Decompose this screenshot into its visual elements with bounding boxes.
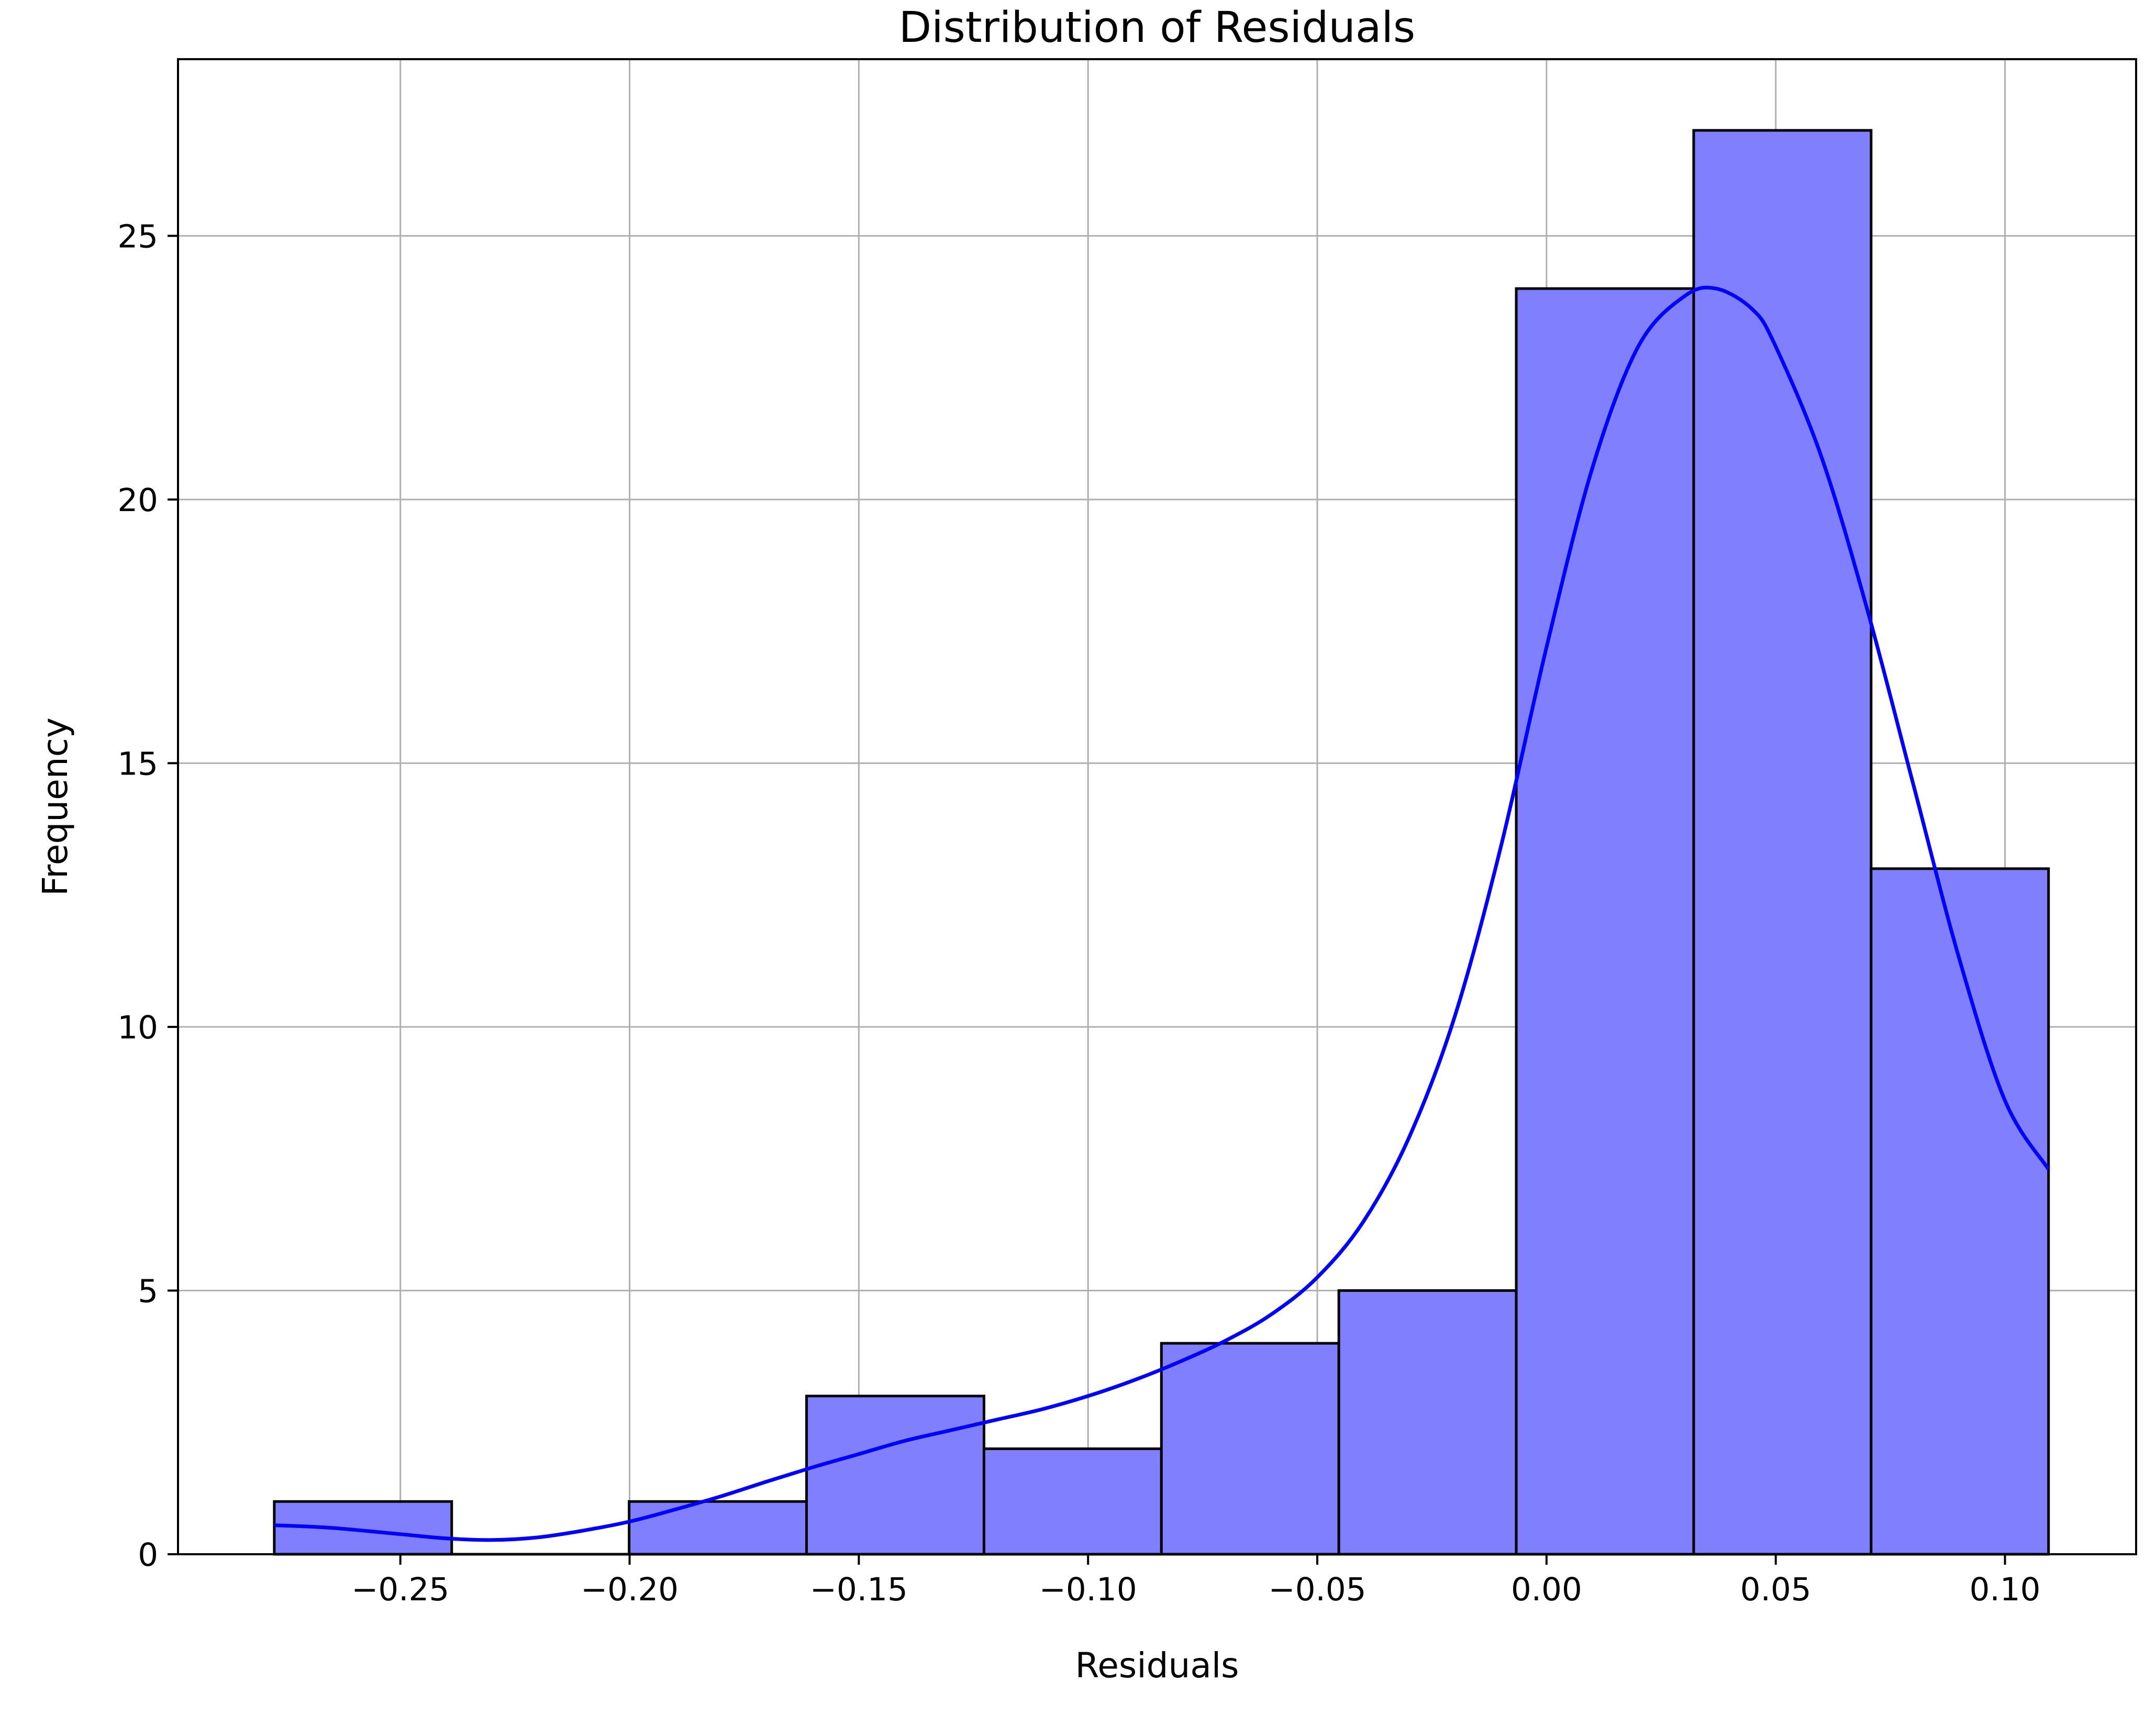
y-axis-label: Frequency	[35, 717, 75, 896]
x-axis-label: Residuals	[1075, 1645, 1239, 1686]
y-tick-label: 10	[117, 1009, 158, 1046]
x-axis-ticks: −0.25 −0.20 −0.15 −0.10 −0.05 0.00 0.05 0.10	[351, 1554, 2040, 1608]
x-tick-label: −0.05	[1269, 1571, 1366, 1608]
kde-curve-group	[274, 285, 2050, 1542]
x-tick-label: 0.10	[1970, 1571, 2041, 1608]
x-tick-label: −0.25	[351, 1571, 449, 1608]
y-tick-label: 15	[117, 745, 158, 782]
x-tick-label: −0.20	[581, 1571, 679, 1608]
x-tick-label: −0.15	[810, 1571, 908, 1608]
histogram-bar	[1337, 1289, 1518, 1556]
kde-line	[274, 285, 2050, 1542]
y-axis-ticks: 0 5 10 15 20 25	[117, 218, 178, 1574]
axes-frame	[177, 58, 2137, 1555]
histogram-bar	[1160, 1342, 1340, 1556]
histogram-bar	[628, 1500, 808, 1556]
histogram-bar	[1515, 287, 1695, 1556]
chart-title: Distribution of Residuals	[899, 3, 1415, 52]
y-tick-label: 0	[138, 1536, 158, 1574]
y-tick-label: 25	[117, 218, 158, 255]
histogram-bar	[1692, 129, 1873, 1556]
x-tick-label: −0.10	[1039, 1571, 1137, 1608]
x-tick-label: 0.00	[1511, 1571, 1582, 1608]
histogram-bar	[1870, 867, 2050, 1556]
histogram-bar	[805, 1395, 985, 1556]
histogram-bar	[982, 1447, 1163, 1556]
y-tick-label: 20	[117, 482, 158, 519]
x-tick-label: 0.05	[1740, 1571, 1812, 1608]
y-tick-label: 5	[138, 1273, 158, 1310]
histogram-bars	[273, 129, 2050, 1556]
